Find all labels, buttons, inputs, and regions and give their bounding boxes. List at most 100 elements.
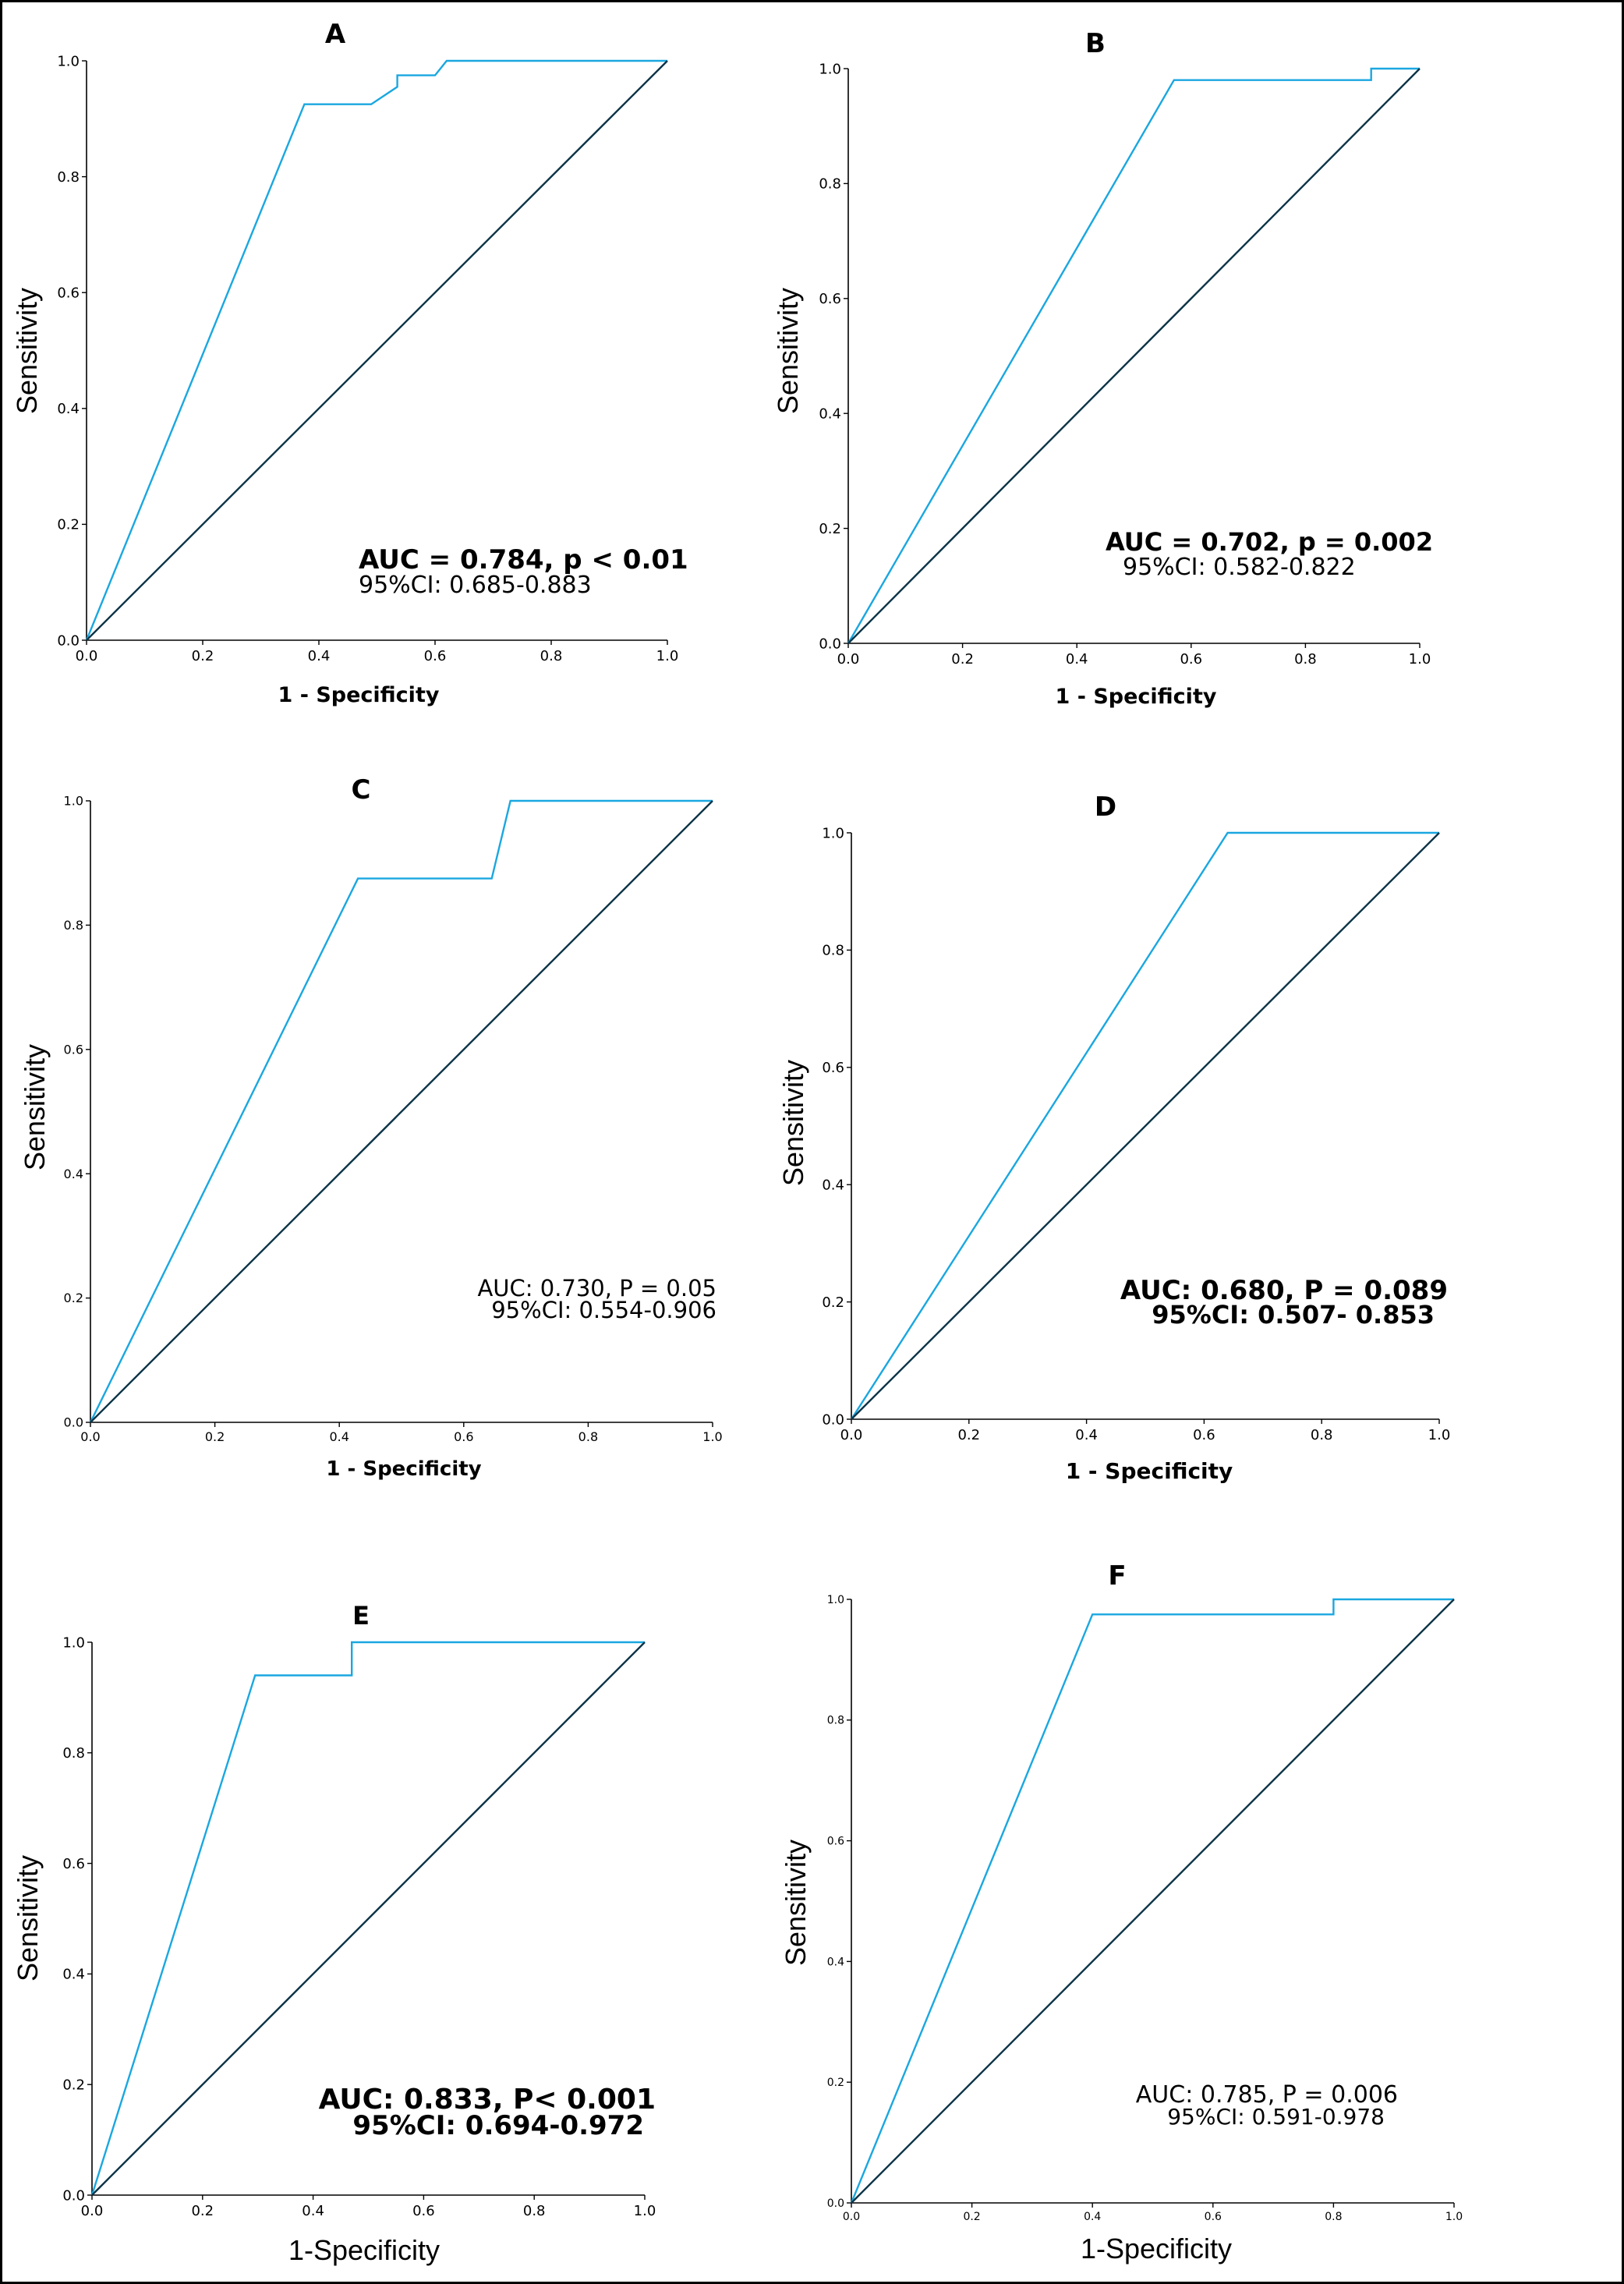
y-axis-title: Sensitivity	[772, 288, 804, 414]
auc-annotation: AUC: 0.785, P = 0.006	[1136, 2081, 1398, 2109]
y-tick-label: 0.8	[64, 918, 83, 933]
x-tick-label: 0.2	[951, 651, 974, 667]
roc-panel-e: 0.0 0.2 0.4 0.6 0.8 1.0 0.0 0.2 0.4 0.6 0.8 1.0 E 1-S…	[12, 1601, 656, 2266]
panel-label: E	[352, 1601, 370, 1631]
x-tick-label: 0.6	[1180, 651, 1202, 667]
y-tick-label: 0.8	[819, 176, 841, 193]
y-axis-title: Sensitivity	[12, 1855, 44, 1981]
panel-label: D	[1095, 791, 1116, 823]
auc-annotation: AUC = 0.702, p = 0.002	[1106, 527, 1433, 557]
roc-curve-line	[850, 1598, 1454, 2204]
x-tick-label: 0.4	[1066, 651, 1088, 667]
auc-annotation: AUC: 0.680, P = 0.089	[1120, 1275, 1448, 1306]
y-tick-label: 0.8	[827, 1715, 844, 1727]
roc-curve-line	[850, 831, 1439, 1420]
x-tick-label: 0.2	[963, 2211, 980, 2223]
x-tick-label: 0.8	[523, 2203, 546, 2219]
reference-diagonal-line	[90, 800, 713, 1423]
x-tick-label: 0.0	[81, 2203, 104, 2219]
y-tick-label: 0.6	[64, 1042, 83, 1057]
y-tick-label: 0.6	[62, 1856, 85, 1872]
y-axis-title: Sensitivity	[777, 1060, 809, 1186]
x-tick-label: 0.4	[308, 648, 331, 664]
y-tick-label: 1.0	[62, 1634, 85, 1651]
auc-annotation: AUC = 0.784, p < 0.01	[359, 544, 688, 575]
x-tick-label: 0.2	[205, 1429, 225, 1444]
y-tick-label: 0.4	[822, 1177, 844, 1194]
x-tick-label: 0.4	[302, 2203, 324, 2219]
y-tick-label: 0.2	[827, 2077, 844, 2089]
auc-annotation: AUC: 0.730, P = 0.05	[477, 1275, 716, 1301]
x-tick-label: 1.0	[1428, 1427, 1451, 1443]
y-axis-title: Sensitivity	[19, 1044, 51, 1170]
reference-diagonal-line	[86, 60, 668, 641]
roc-panel-f: 0.0 0.2 0.4 0.6 0.8 1.0 0.0 0.2 0.4 0.6 0.8 1.0 F 1-S…	[780, 1560, 1463, 2265]
panel-label: F	[1108, 1560, 1126, 1592]
x-tick-label: 0.4	[329, 1429, 349, 1444]
x-tick-label: 0.4	[1084, 2211, 1101, 2223]
x-tick-label: 0.0	[80, 1429, 100, 1444]
reference-diagonal-line	[851, 832, 1440, 1420]
roc-panel-b: 0.0 0.2 0.4 0.6 0.8 1.0 0.0 0.2 0.4 0.6 0.8 1.0 B 1 -…	[772, 28, 1433, 709]
x-tick-label: 0.6	[424, 648, 447, 664]
x-axis-title: 1 - Specificity	[1066, 1458, 1233, 1484]
y-tick-label: 0.0	[57, 632, 80, 649]
y-tick-label: 0.0	[827, 2197, 844, 2210]
panel-label: B	[1085, 28, 1106, 59]
panel-label: C	[352, 774, 371, 806]
y-tick-label: 1.0	[819, 61, 841, 77]
y-tick-label: 0.4	[819, 406, 841, 423]
y-tick-label: 1.0	[822, 825, 844, 841]
roc-curve-line	[847, 67, 1420, 644]
y-tick-label: 0.2	[57, 517, 80, 533]
roc-curve-line	[89, 799, 713, 1423]
x-tick-label: 1.0	[1409, 651, 1431, 667]
y-tick-label: 0.2	[822, 1294, 844, 1311]
y-tick-label: 0.4	[64, 1167, 83, 1181]
y-tick-label: 0.8	[57, 169, 80, 186]
x-tick-label: 0.8	[578, 1429, 598, 1444]
y-tick-label: 0.2	[819, 521, 841, 537]
y-tick-label: 0.2	[64, 1291, 83, 1305]
y-tick-label: 0.0	[62, 2187, 85, 2204]
y-tick-label: 1.0	[827, 1594, 844, 1606]
y-tick-label: 0.6	[819, 291, 841, 307]
x-tick-label: 0.6	[412, 2203, 435, 2219]
x-tick-label: 1.0	[634, 2203, 656, 2219]
y-tick-label: 0.4	[62, 1967, 85, 1983]
x-tick-label: 0.2	[957, 1427, 980, 1443]
x-tick-label: 0.2	[191, 2203, 214, 2219]
x-tick-label: 0.4	[1075, 1427, 1098, 1443]
y-tick-label: 0.0	[819, 636, 841, 652]
y-tick-label: 0.8	[62, 1745, 85, 1762]
y-tick-label: 0.4	[827, 1956, 844, 1968]
y-tick-label: 0.0	[64, 1415, 83, 1430]
x-axis-title: 1-Specificity	[288, 2234, 440, 2266]
roc-panel-d: 0.0 0.2 0.4 0.6 0.8 1.0 0.0 0.2 0.4 0.6 0.8 1.0 D 1 -…	[777, 791, 1450, 1484]
x-tick-label: 0.2	[192, 648, 214, 664]
y-tick-label: 0.2	[62, 2077, 85, 2094]
x-tick-label: 0.8	[1311, 1427, 1333, 1443]
y-tick-label: 1.0	[57, 53, 80, 69]
auc-annotation: AUC: 0.833, P< 0.001	[319, 2084, 656, 2116]
reference-diagonal-line	[851, 1599, 1455, 2204]
x-tick-label: 0.0	[840, 1427, 863, 1443]
panel-label: A	[325, 19, 346, 50]
roc-curve-line	[90, 1641, 645, 2196]
x-tick-label: 0.8	[540, 648, 563, 664]
x-tick-label: 1.0	[702, 1429, 722, 1444]
ci-annotation: 95%CI: 0.507- 0.853	[1152, 1300, 1435, 1330]
y-tick-label: 0.8	[822, 943, 844, 959]
x-tick-label: 1.0	[1445, 2211, 1463, 2223]
reference-diagonal-line	[847, 68, 1421, 644]
y-tick-label: 0.6	[57, 285, 80, 302]
x-tick-label: 0.8	[1325, 2211, 1342, 2223]
ci-annotation: 95%CI: 0.685-0.883	[359, 572, 592, 599]
y-tick-label: 0.6	[827, 1836, 844, 1848]
x-tick-label: 0.0	[837, 651, 860, 667]
x-tick-label: 0.8	[1294, 651, 1317, 667]
ci-annotation: 95%CI: 0.591-0.978	[1167, 2104, 1385, 2130]
y-axis-title: Sensitivity	[11, 288, 43, 414]
y-tick-label: 0.6	[822, 1060, 844, 1076]
roc-curve-line	[85, 59, 667, 641]
